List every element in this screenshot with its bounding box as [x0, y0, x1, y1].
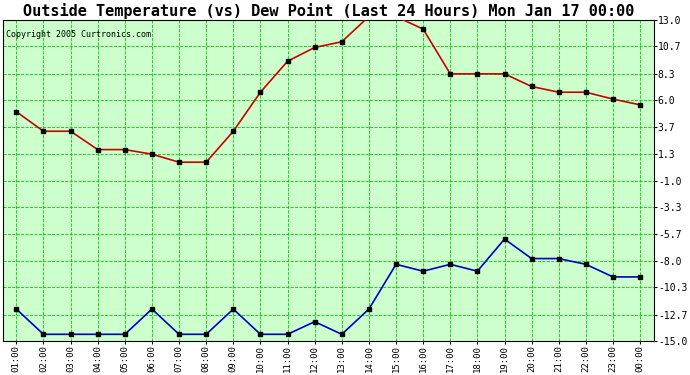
- Text: Copyright 2005 Curtronics.com: Copyright 2005 Curtronics.com: [6, 30, 151, 39]
- Title: Outside Temperature (vs) Dew Point (Last 24 Hours) Mon Jan 17 00:00: Outside Temperature (vs) Dew Point (Last…: [23, 3, 634, 19]
